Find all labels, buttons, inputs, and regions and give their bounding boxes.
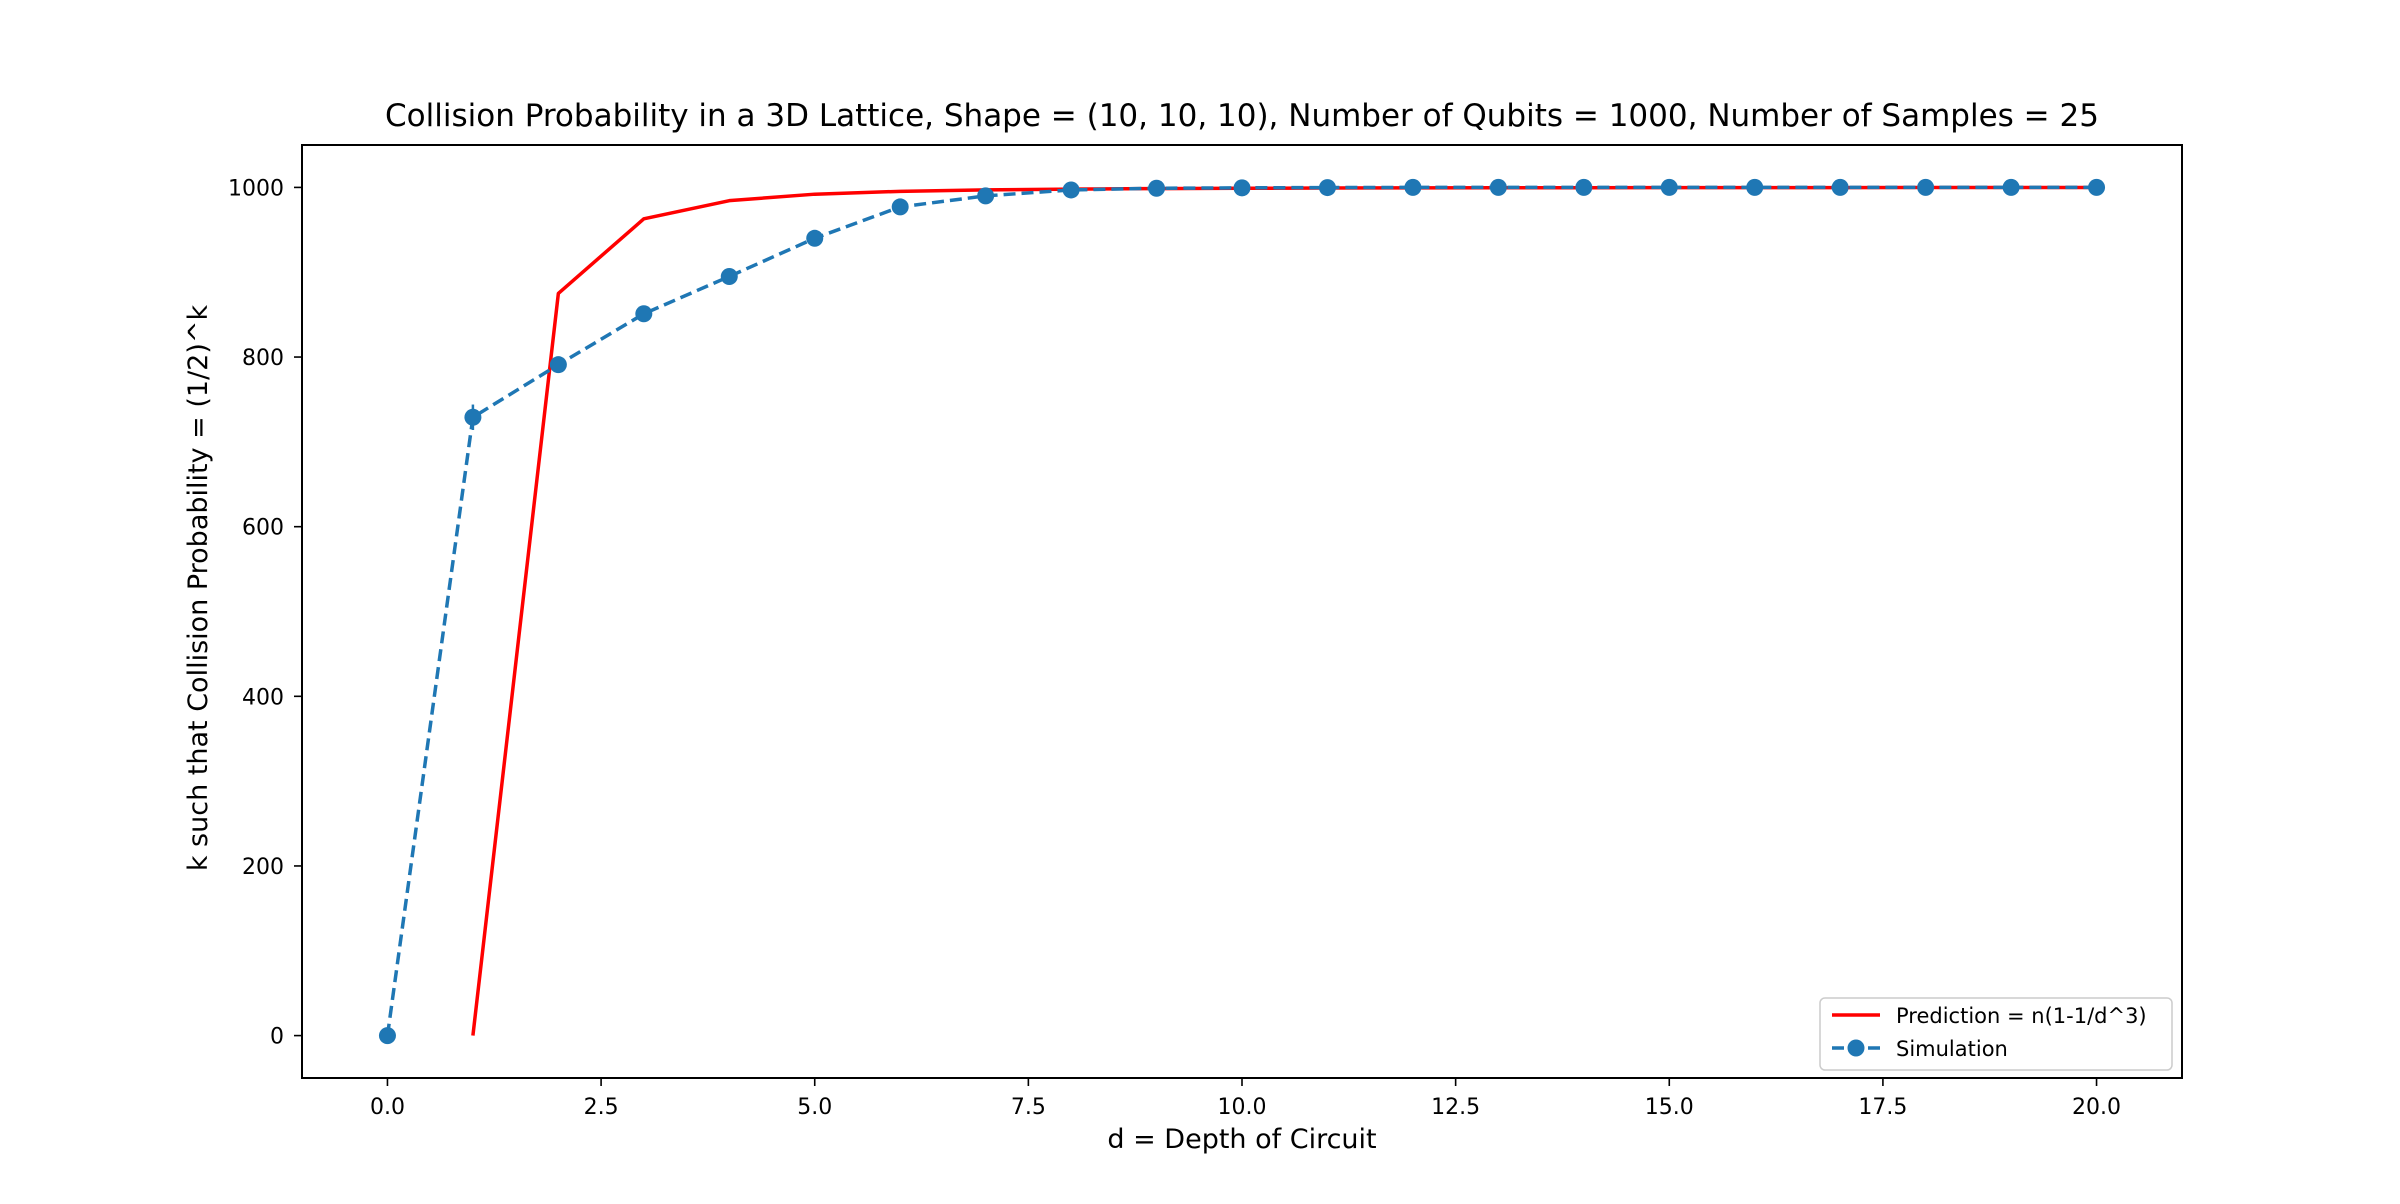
y-tick-label: 600 — [242, 516, 284, 541]
data-point — [2088, 178, 2106, 196]
data-point — [1233, 179, 1251, 197]
y-tick-label: 200 — [242, 855, 284, 880]
data-point — [1404, 178, 1422, 196]
data-point — [1660, 178, 1678, 196]
x-tick-label: 20.0 — [2072, 1095, 2121, 1120]
data-point — [1148, 179, 1166, 197]
y-axis-ticks: 0 200 400 600 800 1000 — [228, 176, 302, 1050]
data-point — [378, 1027, 396, 1045]
y-tick-label: 1000 — [228, 176, 284, 201]
x-tick-label: 15.0 — [1645, 1095, 1694, 1120]
axes-background — [302, 145, 2182, 1078]
legend-box — [1819, 997, 2173, 1071]
x-tick-label: 10.0 — [1218, 1095, 1267, 1120]
x-tick-label: 5.0 — [797, 1095, 832, 1120]
data-point — [635, 305, 653, 323]
series-layer — [378, 178, 2106, 1045]
data-point — [1062, 181, 1080, 199]
data-point — [464, 408, 482, 426]
data-point — [1746, 178, 1764, 196]
x-tick-label: 12.5 — [1431, 1095, 1480, 1120]
data-point — [806, 229, 824, 247]
y-tick-label: 400 — [242, 685, 284, 710]
data-point — [549, 356, 567, 374]
x-tick-label: 17.5 — [1858, 1095, 1907, 1120]
legend-label-prediction: Prediction = n(1-1/d^3) — [1896, 1004, 2147, 1028]
data-point — [720, 267, 738, 285]
data-point — [891, 198, 909, 216]
series-simulation — [378, 178, 2106, 1045]
y-tick-label: 0 — [270, 1025, 284, 1050]
data-point — [2002, 178, 2020, 196]
y-axis-label: k such that Collision Probability = (1/2… — [183, 304, 214, 871]
x-tick-label: 0.0 — [370, 1095, 405, 1120]
data-point — [1489, 178, 1507, 196]
legend: Prediction = n(1-1/d^3) Simulation — [1819, 997, 2173, 1071]
data-point — [1831, 178, 1849, 196]
x-axis-ticks: 0.0 2.5 5.0 7.5 10.0 12.5 15.0 17.5 20.0 — [370, 1078, 2121, 1120]
x-tick-label: 2.5 — [584, 1095, 619, 1120]
legend-marker-simulation — [1847, 1039, 1865, 1057]
legend-label-simulation: Simulation — [1896, 1037, 2008, 1061]
plot-area — [301, 144, 2183, 1079]
chart-title: Collision Probability in a 3D Lattice, S… — [385, 98, 2099, 134]
x-tick-label: 7.5 — [1011, 1095, 1046, 1120]
data-point — [1318, 179, 1336, 197]
data-point — [977, 187, 995, 205]
data-point — [1917, 178, 1935, 196]
y-tick-label: 800 — [242, 346, 284, 371]
data-point — [1575, 178, 1593, 196]
x-axis-label: d = Depth of Circuit — [1107, 1124, 1376, 1155]
